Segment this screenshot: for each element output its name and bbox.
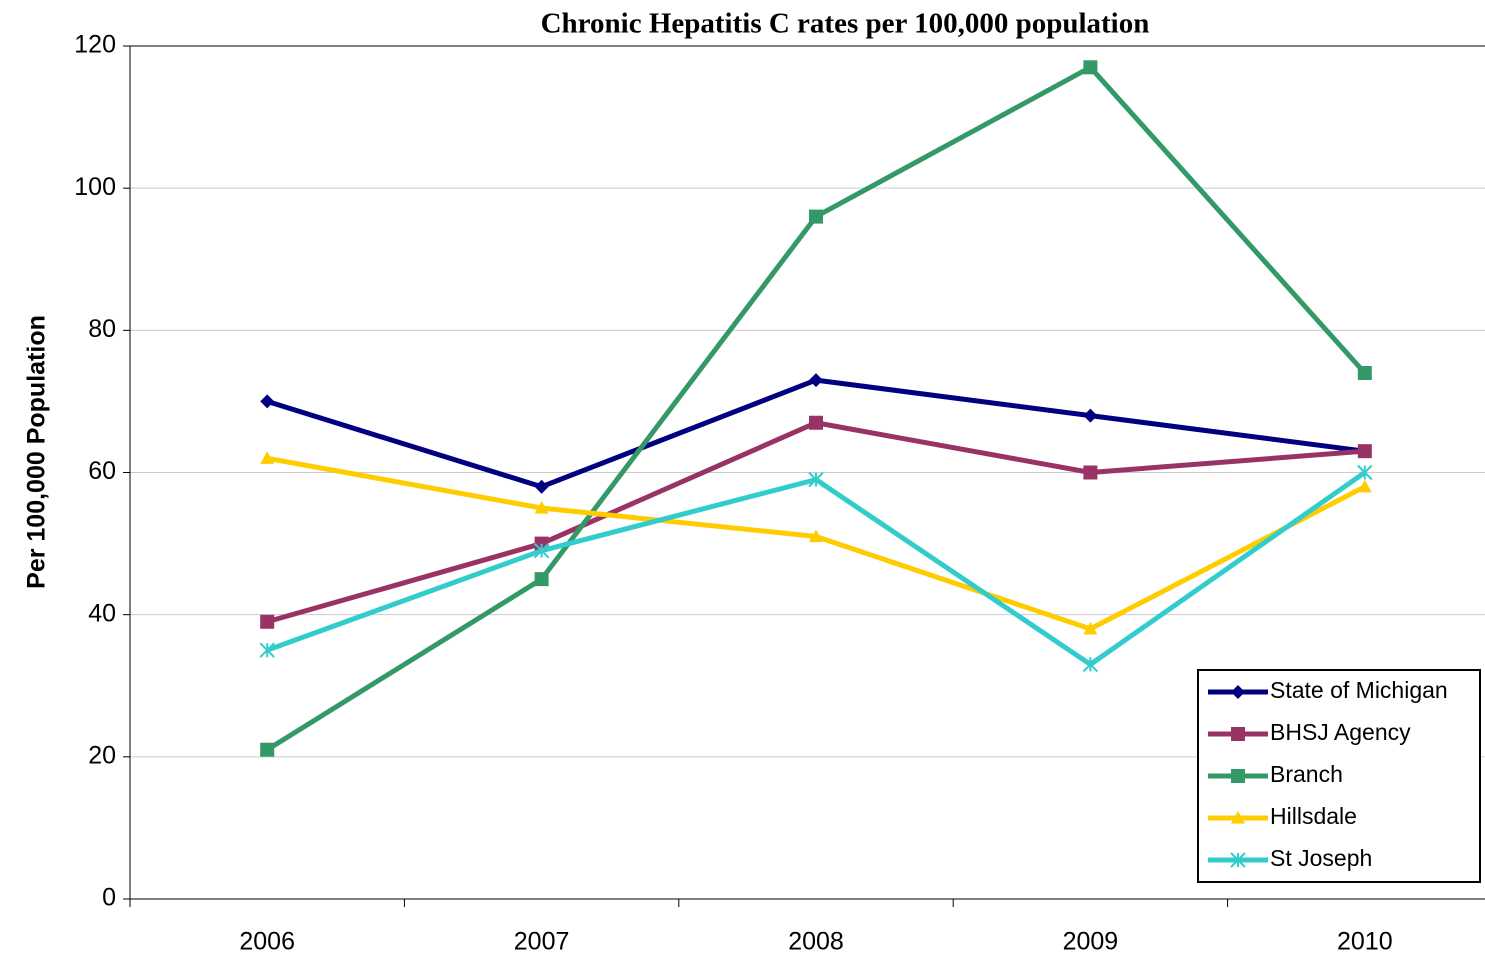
marker (1357, 464, 1373, 481)
marker (1082, 656, 1099, 673)
marker (809, 415, 823, 430)
series-line (265, 64, 1367, 752)
marker (534, 479, 549, 494)
x-tick-label: 2006 (239, 928, 295, 956)
y-tick-label: 100 (74, 173, 116, 201)
marker (809, 529, 823, 543)
y-tick-label: 40 (88, 599, 116, 627)
x-tick-label: 2008 (788, 928, 844, 956)
series-line (266, 470, 1367, 667)
marker (260, 742, 275, 757)
marker (260, 614, 275, 629)
marker (1083, 408, 1098, 423)
y-tick-label: 0 (102, 884, 116, 912)
y-tick-label: 120 (74, 31, 116, 59)
legend-label: BHSJ Agency (1270, 719, 1411, 745)
marker (1357, 444, 1372, 459)
marker (1357, 479, 1372, 493)
chart-title: Chronic Hepatitis C rates per 100,000 po… (541, 8, 1150, 40)
legend-label: State of Michigan (1270, 677, 1448, 703)
marker (809, 209, 823, 224)
marker (260, 451, 275, 464)
x-tick-label: 2010 (1337, 928, 1393, 956)
marker (534, 572, 549, 587)
marker (1083, 621, 1098, 635)
y-tick-label: 80 (88, 315, 116, 343)
marker (808, 471, 824, 488)
legend-marker (1231, 769, 1245, 783)
legend-marker (1231, 727, 1245, 741)
x-tick-label: 2009 (1063, 928, 1119, 956)
marker (809, 373, 823, 388)
y-tick-label: 20 (88, 741, 116, 769)
marker (1357, 365, 1372, 380)
marker (534, 501, 549, 514)
legend-label: St Joseph (1270, 845, 1372, 871)
marker (1083, 465, 1098, 480)
legend-marker (1231, 685, 1245, 699)
marker (259, 642, 275, 658)
x-tick-label: 2007 (514, 928, 570, 956)
series-line (266, 377, 1366, 490)
legend-marker (1231, 811, 1245, 824)
marker (1083, 60, 1098, 75)
marker (260, 394, 275, 409)
legend-marker (1230, 852, 1246, 868)
legend-label: Hillsdale (1270, 803, 1357, 829)
legend-label: Branch (1270, 761, 1343, 787)
y-tick-label: 60 (88, 457, 116, 485)
marker (533, 542, 550, 559)
y-axis-label: Per 100,000 Population (23, 315, 51, 589)
